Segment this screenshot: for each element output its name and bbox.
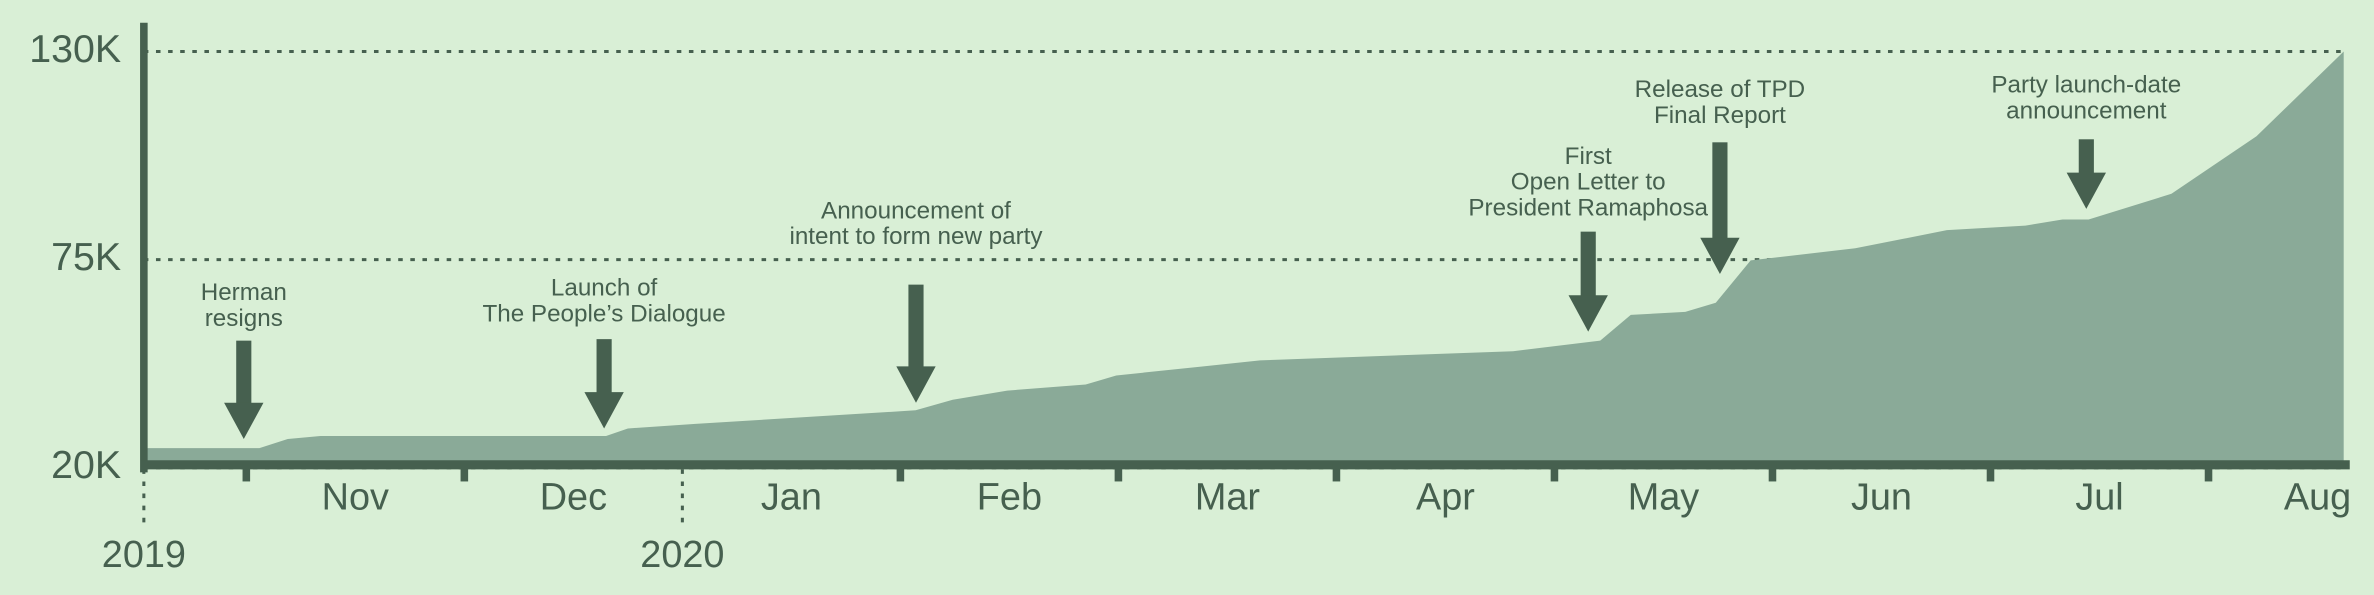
annotation-text: resigns [205, 305, 283, 332]
year-label: 2019 [102, 534, 186, 576]
x-tick-label: Feb [977, 477, 1042, 519]
annotation-arrow-shaft [2078, 139, 2094, 175]
annotation-arrow-head [1700, 237, 1740, 275]
x-tick-label: Jun [1851, 477, 1912, 519]
annotation-arrow-head [1568, 295, 1608, 332]
annotation-text: Herman [201, 279, 287, 306]
annotation-arrow-shaft [908, 284, 924, 368]
annotation-arrow-shaft [1712, 142, 1728, 240]
x-tick-label: May [1628, 477, 1700, 519]
x-tick-label: Mar [1195, 477, 1260, 519]
annotation-text: First [1565, 143, 1612, 170]
x-tick-label: Dec [540, 477, 607, 519]
annotation-arrow-head [896, 366, 936, 403]
y-tick-label: 20K [51, 443, 121, 487]
annotation-text: Party launch-date [1991, 72, 2181, 99]
annotation-text: Announcement of [821, 197, 1011, 224]
x-tick-label: Aug [2284, 477, 2351, 519]
annotation-arrow-shaft [236, 340, 252, 405]
annotation-text: The People’s Dialogue [482, 300, 725, 327]
annotation-arrow-shaft [596, 339, 612, 394]
year-label: 2020 [640, 534, 724, 576]
annotation-text: Release of TPD [1635, 76, 1806, 103]
annotation-text: Open Letter to [1511, 169, 1666, 196]
annotation-arrow-shaft [1580, 231, 1596, 297]
x-tick-label: Apr [1416, 477, 1475, 519]
annotation-text: Final Report [1654, 102, 1786, 129]
area [143, 51, 2344, 468]
x-tick-label: Jan [761, 477, 822, 519]
annotation-arrow-head [224, 402, 264, 440]
annotation-text: Launch of [551, 275, 658, 302]
y-tick-label: 130K [29, 27, 121, 71]
x-tick-label: Jul [2075, 477, 2123, 519]
annotation-arrow-head [584, 392, 624, 429]
annotation-text: President Ramaphosa [1468, 194, 1708, 221]
y-tick-label: 75K [51, 235, 121, 279]
annotation-text: intent to form new party [789, 223, 1043, 250]
x-tick-label: Nov [322, 477, 389, 519]
annotation-arrow-head [2066, 172, 2106, 209]
annotation-text: announcement [2006, 97, 2167, 124]
